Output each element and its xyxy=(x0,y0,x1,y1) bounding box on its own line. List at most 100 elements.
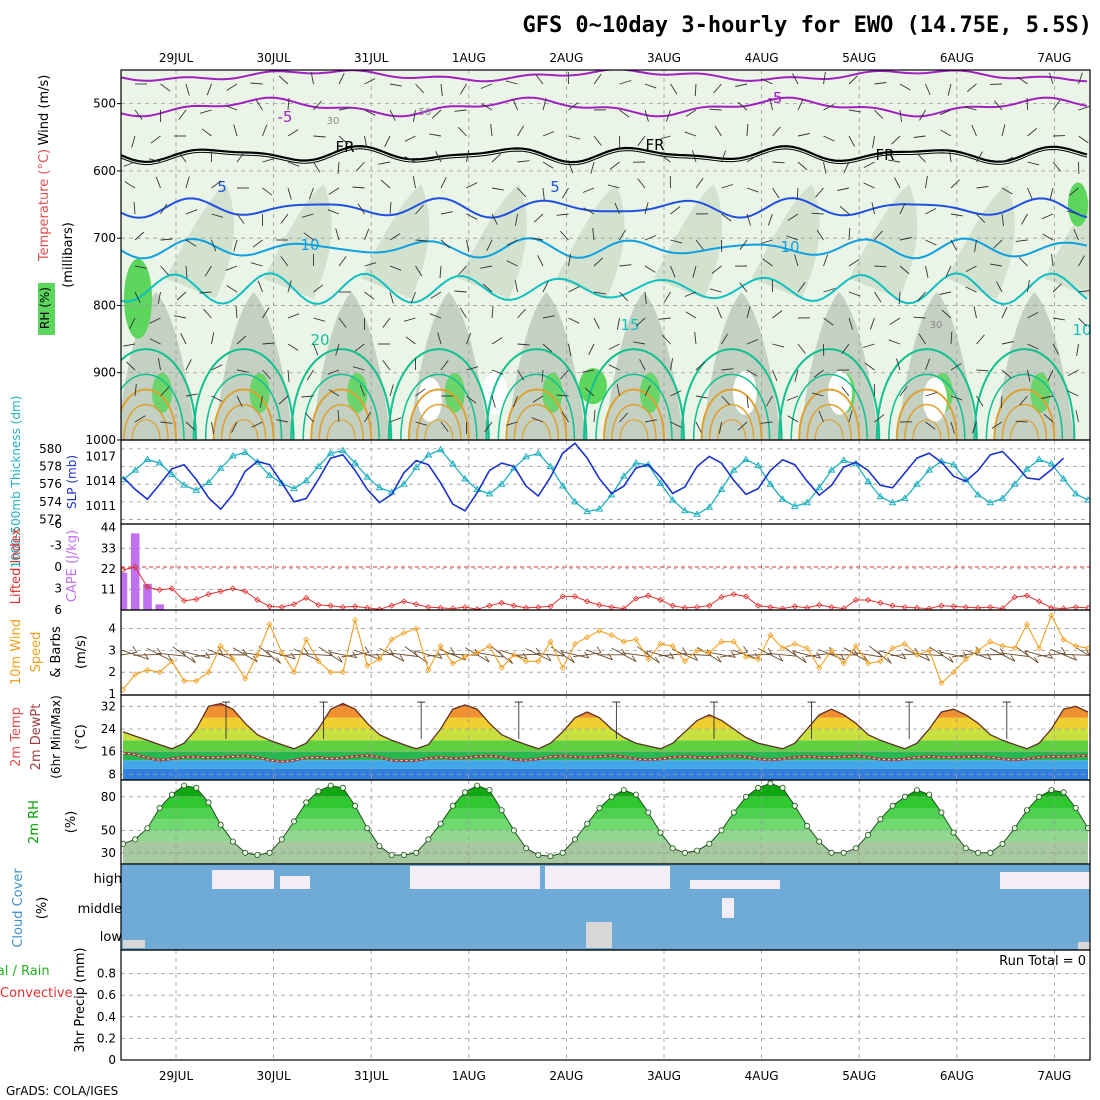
rh2m-point xyxy=(205,799,212,806)
wind-barb xyxy=(716,306,722,319)
wind-barb xyxy=(841,386,850,397)
precip-total-label: Total / Rain xyxy=(0,964,50,979)
wind-barb-flag xyxy=(1060,647,1066,654)
wind-speed-point xyxy=(510,651,517,658)
lifted-index-point xyxy=(742,593,750,600)
thickness-point xyxy=(155,459,164,466)
wind-axis-label-2: Speed xyxy=(29,632,44,673)
wind-axis-label-1: 10m Wind xyxy=(9,619,24,685)
wind-speed-point xyxy=(974,647,982,654)
temp-tick-label: 8 xyxy=(108,767,116,781)
wind-barb xyxy=(352,186,365,189)
wind-barb xyxy=(658,317,671,320)
wind-barb-10m xyxy=(854,652,883,658)
wind-barb xyxy=(491,153,502,163)
wind-barb xyxy=(797,133,810,137)
thickness-point xyxy=(375,483,384,491)
pressure-axis-label: (millibars) xyxy=(61,222,76,288)
thickness-point xyxy=(644,460,653,468)
wind-barb-10m xyxy=(843,647,869,663)
thickness-point xyxy=(803,498,811,506)
rh-moist-region xyxy=(799,292,880,440)
wind-barb xyxy=(608,364,620,371)
lifted-index-point xyxy=(1060,605,1067,610)
wind-barb xyxy=(663,291,671,303)
wind-barb xyxy=(670,239,683,244)
wind-barb xyxy=(328,389,340,397)
wind-barb xyxy=(1078,317,1088,327)
wind-barb xyxy=(262,342,275,345)
wind-barb xyxy=(823,254,829,267)
wind-barb xyxy=(482,283,493,293)
wind-barb xyxy=(848,227,851,241)
wind-barb xyxy=(888,159,901,163)
thickness-tick-label: 574 xyxy=(39,495,62,509)
rh2m-point xyxy=(352,802,359,809)
wind-barb xyxy=(913,316,926,319)
wind-barb xyxy=(129,317,136,329)
wind-barb xyxy=(157,358,161,371)
top-date-label: 30JUL xyxy=(256,51,291,65)
cloud-clear-high xyxy=(410,866,540,889)
isotherm-surface-dome xyxy=(904,403,950,440)
wind-barb xyxy=(506,260,518,267)
bottom-date-label: 3AUG xyxy=(647,1069,681,1083)
wind-barb xyxy=(713,83,722,94)
rh2m-point xyxy=(608,793,615,800)
lifted-tick-label: 3 xyxy=(54,582,62,596)
rh2m-panel: 30 50 80 2m RH (%) xyxy=(27,779,1091,865)
wind-barb xyxy=(823,72,826,85)
rh2m-point xyxy=(1048,787,1055,794)
lifted-index-point xyxy=(498,599,505,606)
pressure-tick-label: 800 xyxy=(93,298,116,312)
thickness-point xyxy=(742,455,750,462)
wind-barb xyxy=(592,228,595,241)
wind-barb xyxy=(1066,210,1079,215)
thickness-point xyxy=(571,497,579,505)
rh2m-point xyxy=(425,836,432,843)
wind-barb-10m xyxy=(1015,646,1039,664)
wind-barb xyxy=(1027,369,1031,382)
rh2m-point xyxy=(852,845,859,852)
lifted-index-point xyxy=(303,594,310,601)
rh2m-point xyxy=(303,799,310,806)
wind-barb xyxy=(582,187,595,193)
wind-barb xyxy=(811,392,824,397)
wind-barb xyxy=(303,232,314,241)
thickness-point xyxy=(925,466,934,473)
wind-barb xyxy=(670,83,678,95)
wind-barb xyxy=(178,109,187,120)
wind-barb xyxy=(160,203,168,215)
thickness-point xyxy=(448,459,457,467)
wind-barb xyxy=(251,421,263,428)
wind-barb xyxy=(947,83,952,96)
rh-moist-region xyxy=(896,292,977,440)
wind-barb xyxy=(769,98,773,111)
thickness-point xyxy=(839,456,848,463)
wind-barb xyxy=(965,286,977,293)
wind-barb xyxy=(593,135,602,146)
wind-barb xyxy=(896,358,901,371)
wind-barb xyxy=(430,291,442,299)
pressure-tick-label: 1000 xyxy=(85,433,116,447)
wind-barb xyxy=(236,335,247,345)
wind-barb xyxy=(925,176,928,189)
wind-speed-point xyxy=(254,651,261,658)
wind-barb-10m xyxy=(304,653,333,657)
lifted-index-point xyxy=(865,596,872,604)
wind-barb xyxy=(466,150,470,163)
wind-barb-flag xyxy=(167,654,173,662)
rh-moist-region xyxy=(213,292,294,440)
wind-barb xyxy=(124,181,136,189)
wind-barb xyxy=(1043,413,1054,423)
wind-barb xyxy=(491,213,498,225)
wind-barb xyxy=(535,74,544,85)
isotherm-surface-dome xyxy=(131,419,161,440)
thickness-tick-label: 576 xyxy=(39,477,62,491)
wind-speed-point xyxy=(193,677,200,684)
thickness-point xyxy=(143,455,152,462)
isotherm-surface-dome xyxy=(192,348,295,440)
wind-barb xyxy=(440,360,449,371)
lifted-tick-label: 6 xyxy=(54,603,62,617)
cape-bar xyxy=(155,604,164,610)
